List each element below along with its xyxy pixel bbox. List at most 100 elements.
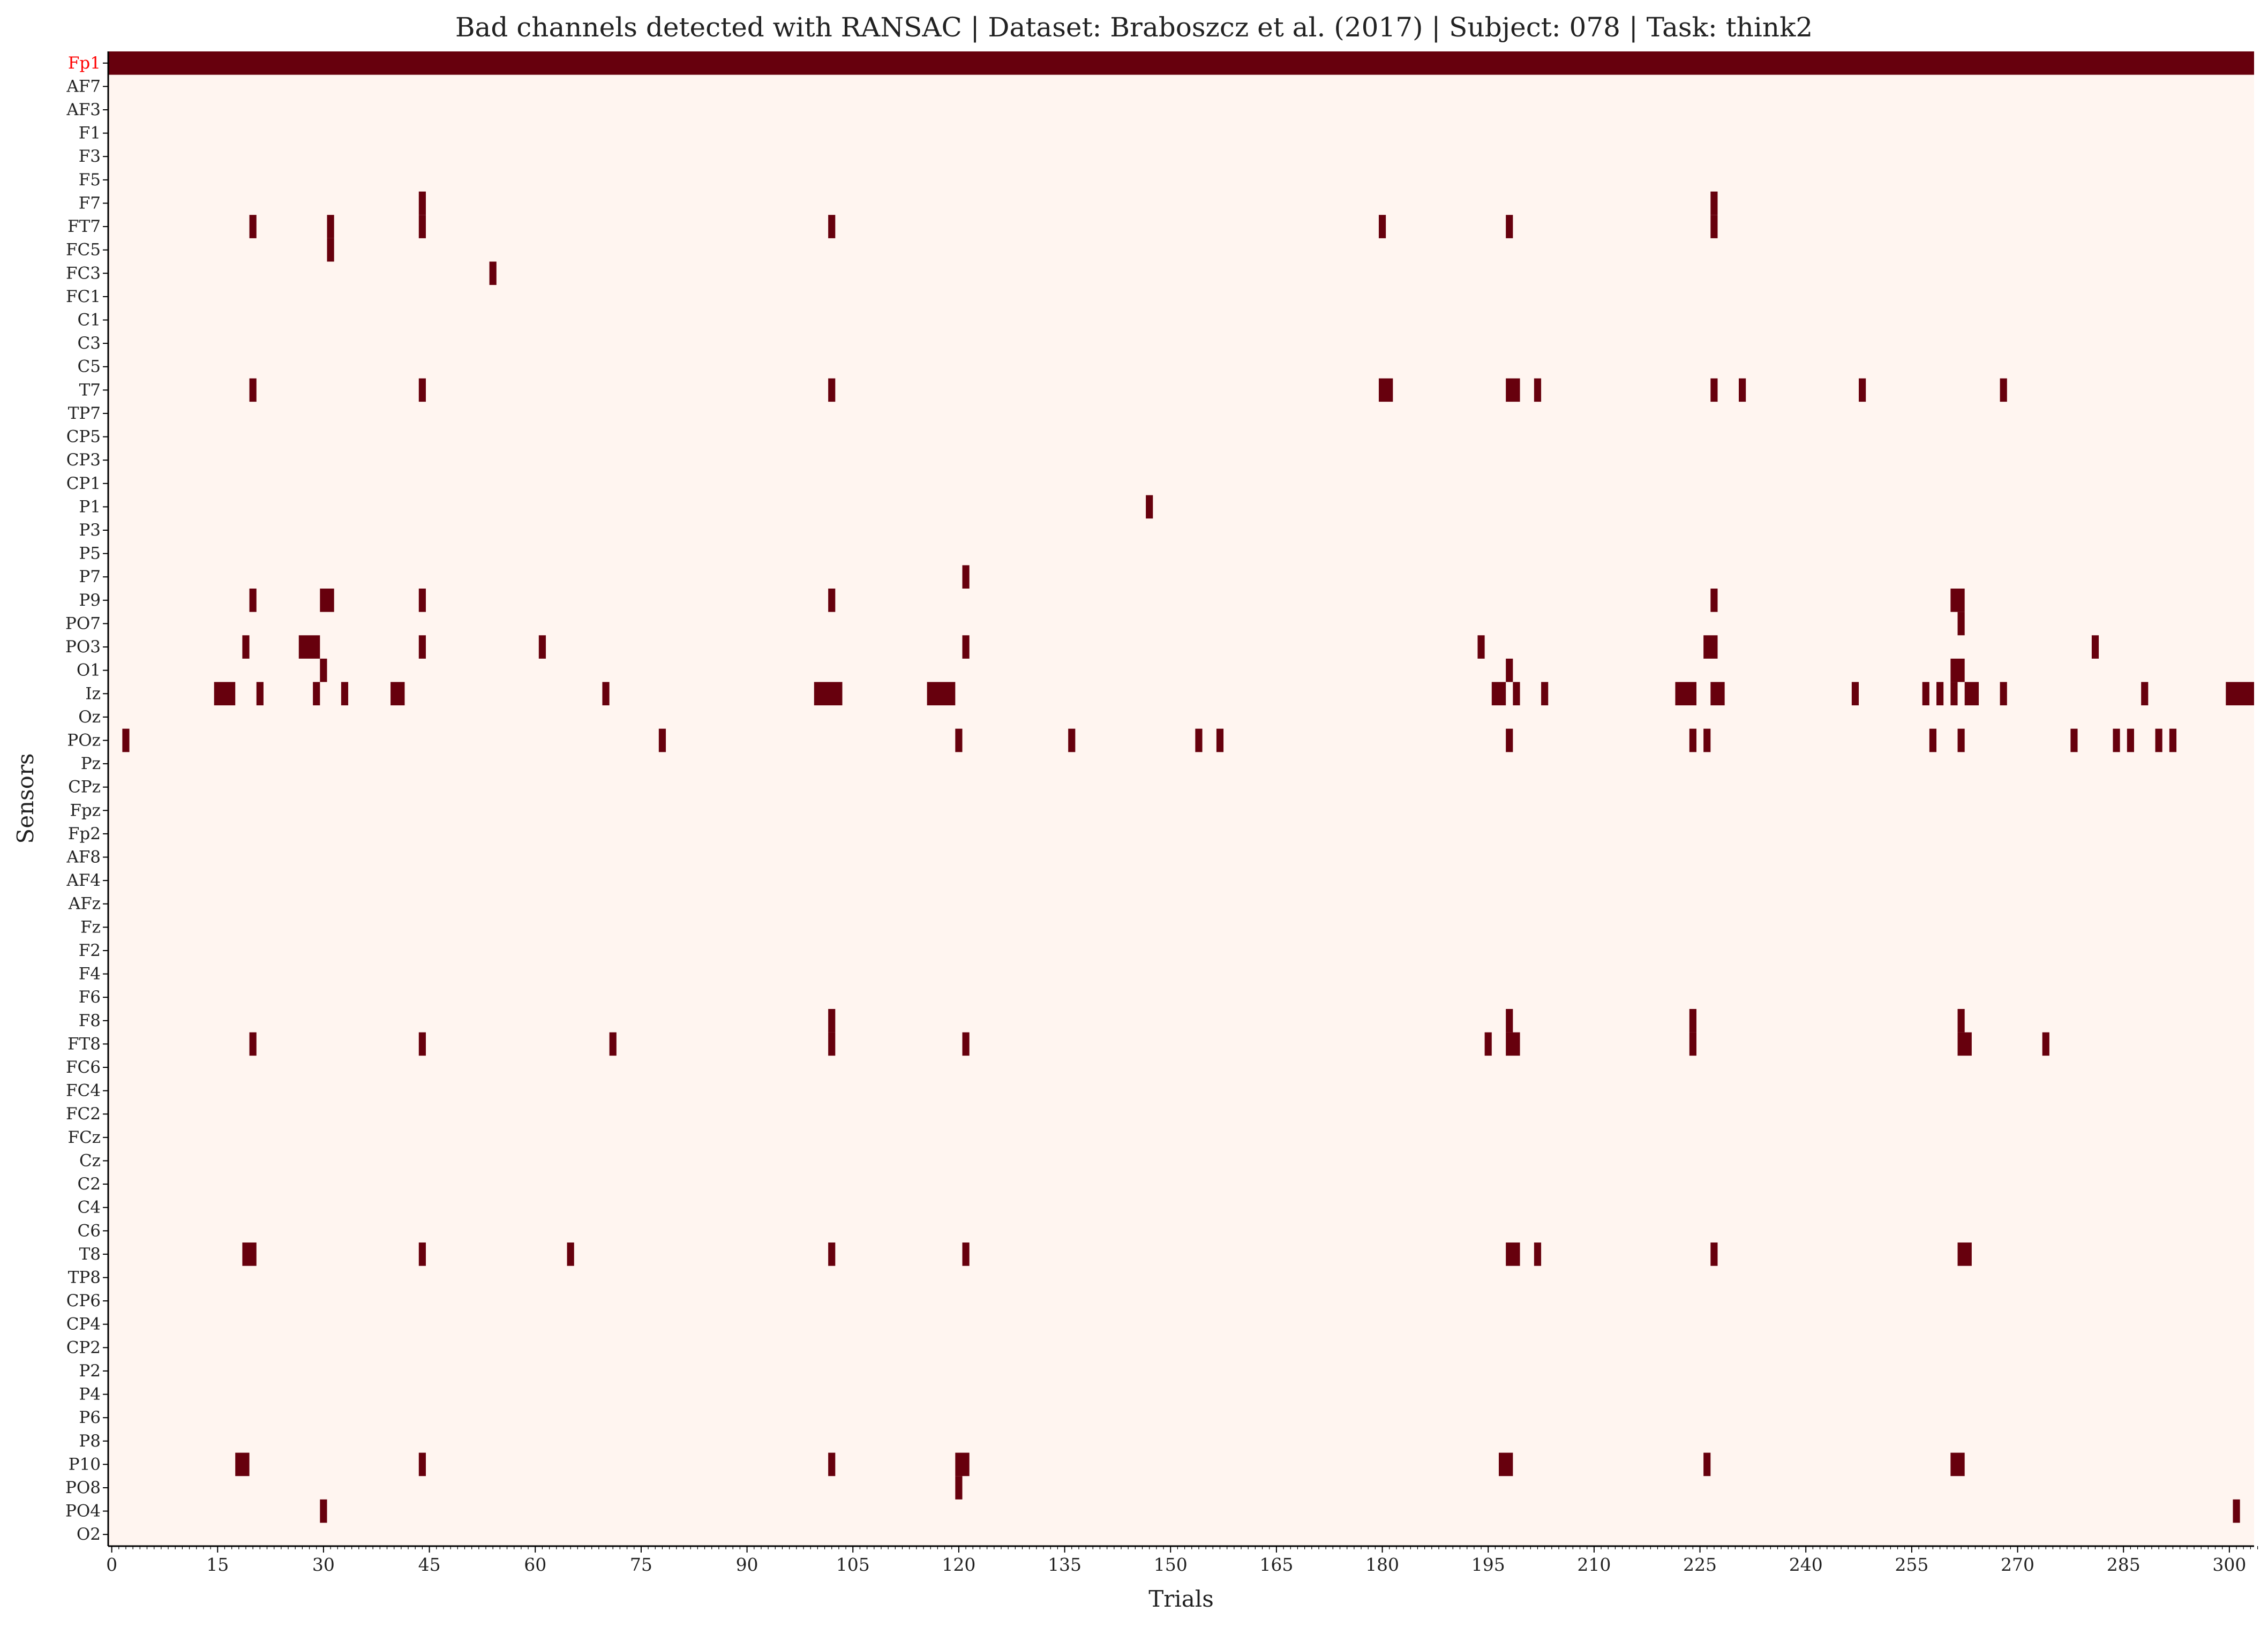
- bad-cell-t7-6: [1710, 378, 1718, 402]
- bad-cell-poz-15: [2169, 728, 2177, 752]
- bad-cell-po3-3: [538, 635, 546, 659]
- bad-cell-t8-2: [567, 1242, 574, 1266]
- bad-cell-ft8-9: [2042, 1032, 2049, 1056]
- bad-cell-poz-4: [1195, 728, 1203, 752]
- y-tick-label-oz: Oz: [78, 707, 101, 727]
- x-tick-label-0: 0: [106, 1554, 117, 1575]
- bad-cell-poz-3: [1068, 728, 1076, 752]
- y-tick-label-p2: P2: [79, 1361, 101, 1381]
- bad-cell-t7-0: [249, 378, 257, 402]
- y-tick-label-t8: T8: [79, 1245, 101, 1264]
- y-tick-label-c2: C2: [78, 1174, 101, 1194]
- bad-cell-po3-2: [418, 635, 426, 659]
- bad-cell-iz-4: [390, 682, 405, 706]
- y-tick-label-o1: O1: [77, 661, 101, 680]
- y-tick-label-po4: PO4: [65, 1502, 101, 1521]
- y-tick-label-p9: P9: [79, 591, 101, 610]
- bad-cell-ft8-3: [828, 1032, 836, 1056]
- y-tick-label-po7: PO7: [65, 614, 101, 633]
- y-tick-label-p1: P1: [79, 497, 101, 516]
- bad-cell-p10-3: [955, 1452, 970, 1477]
- x-tick-label-105: 105: [836, 1554, 870, 1575]
- bad-cell-poz-11: [2070, 728, 2078, 752]
- bad-cell-ft8-8: [1957, 1032, 1972, 1056]
- y-tick-label-po3: PO3: [65, 637, 101, 657]
- bad-cell-ft8-4: [962, 1032, 970, 1056]
- y-tick-label-fc4: FC4: [66, 1081, 101, 1101]
- bad-cell-t8-1: [418, 1242, 426, 1266]
- bad-cell-o1-1: [1506, 658, 1513, 682]
- bad-cell-o1-0: [320, 658, 327, 682]
- y-tick-label-af8: AF8: [66, 848, 101, 867]
- bad-cell-poz-10: [1957, 728, 1965, 752]
- y-tick-label-po8: PO8: [65, 1478, 101, 1497]
- bad-cell-po3-1: [298, 635, 320, 659]
- bad-cell-poz-14: [2155, 728, 2162, 752]
- bad-cell-iz-1: [256, 682, 264, 706]
- bad-cell-poz-13: [2127, 728, 2134, 752]
- bad-cell-poz-2: [955, 728, 963, 752]
- y-tick-label-ft7: FT7: [67, 217, 101, 236]
- bad-cell-poz-12: [2113, 728, 2120, 752]
- bad-cell-p10-5: [1703, 1452, 1711, 1477]
- bad-cell-poz-0: [122, 728, 130, 752]
- bad-cell-p10-4: [1498, 1452, 1513, 1477]
- y-tick-label-t7: T7: [79, 380, 101, 400]
- y-tick-label-p10: P10: [69, 1455, 101, 1474]
- y-tick-label-afz: AFz: [68, 894, 101, 914]
- bad-cell-iz-17: [1964, 682, 1979, 706]
- y-tick-label-f5: F5: [79, 170, 101, 190]
- bad-cell-po3-5: [1477, 635, 1485, 659]
- bad-cell-p9-3: [828, 589, 836, 612]
- bad-cell-t8-4: [962, 1242, 970, 1266]
- x-tick-label-15: 15: [206, 1554, 229, 1575]
- bad-cell-iz-12: [1710, 682, 1725, 706]
- bad-cell-ft7-0: [249, 215, 257, 238]
- bad-cell-po3-0: [242, 635, 250, 659]
- y-tick-label-fp1: Fp1: [68, 54, 101, 73]
- bad-cell-poz-9: [1929, 728, 1937, 752]
- bad-cell-p10-1: [418, 1452, 426, 1477]
- y-tick-labels: Fp1 AF7 AF3 F1 F3 F5 F7 FT7 FC5 FC3 FC1 C1 C3 C5 T7 TP7…: [65, 54, 108, 1544]
- x-tick-labels: 0 15 30 45 60 75 90 105 120 135 150 165 180 195 210 225…: [106, 1546, 2258, 1575]
- y-tick-label-p4: P4: [79, 1385, 101, 1404]
- bad-cell-po3-6: [1703, 635, 1718, 659]
- y-tick-label-af7: AF7: [66, 77, 101, 96]
- bad-cell-ft8-2: [609, 1032, 617, 1056]
- y-tick-label-c3: C3: [78, 334, 101, 353]
- y-tick-label-p3: P3: [79, 521, 101, 540]
- bad-cell-iz-16: [1950, 682, 1958, 706]
- bad-cell-f8-1: [1506, 1008, 1513, 1033]
- bad-cell-iz-20: [2226, 682, 2254, 706]
- bad-cell-ft7-4: [1378, 215, 1386, 238]
- bad-cell-p9-5: [1950, 589, 1965, 612]
- y-tick-label-c6: C6: [78, 1221, 101, 1240]
- bad-cell-poz-8: [1703, 728, 1711, 752]
- bad-cell-poz-1: [658, 728, 666, 752]
- y-tick-label-p7: P7: [79, 567, 101, 586]
- bad-cell-iz-3: [341, 682, 349, 706]
- x-tick-label-180: 180: [1365, 1554, 1399, 1575]
- y-tick-label-cp3: CP3: [66, 450, 101, 470]
- bad-cell-ft8-1: [418, 1032, 426, 1056]
- bad-cell-t7-2: [828, 378, 836, 402]
- x-tick-label-30: 30: [312, 1554, 335, 1575]
- y-tick-label-cz: Cz: [79, 1151, 101, 1170]
- bad-cell-t8-6: [1534, 1242, 1542, 1266]
- bad-cell-iz-0: [214, 682, 236, 706]
- chart-title: Bad channels detected with RANSAC | Data…: [455, 12, 1813, 43]
- bad-cell-p10-6: [1950, 1452, 1965, 1477]
- bad-cell-p9-1: [320, 589, 334, 612]
- bad-cell-ft7-1: [327, 215, 334, 238]
- y-tick-label-p6: P6: [79, 1408, 101, 1427]
- y-tick-label-tp7: TP7: [68, 404, 101, 423]
- bad-cell-poz-5: [1216, 728, 1224, 752]
- x-tick-label-75: 75: [630, 1554, 652, 1575]
- x-tick-label-120: 120: [942, 1554, 975, 1575]
- x-axis-label: Trials: [1148, 1586, 1214, 1612]
- y-tick-label-f2: F2: [79, 941, 101, 960]
- y-tick-label-cpz: CPz: [68, 778, 101, 797]
- bad-cell-po3-7: [2091, 635, 2099, 659]
- bad-cell-t8-7: [1710, 1242, 1718, 1266]
